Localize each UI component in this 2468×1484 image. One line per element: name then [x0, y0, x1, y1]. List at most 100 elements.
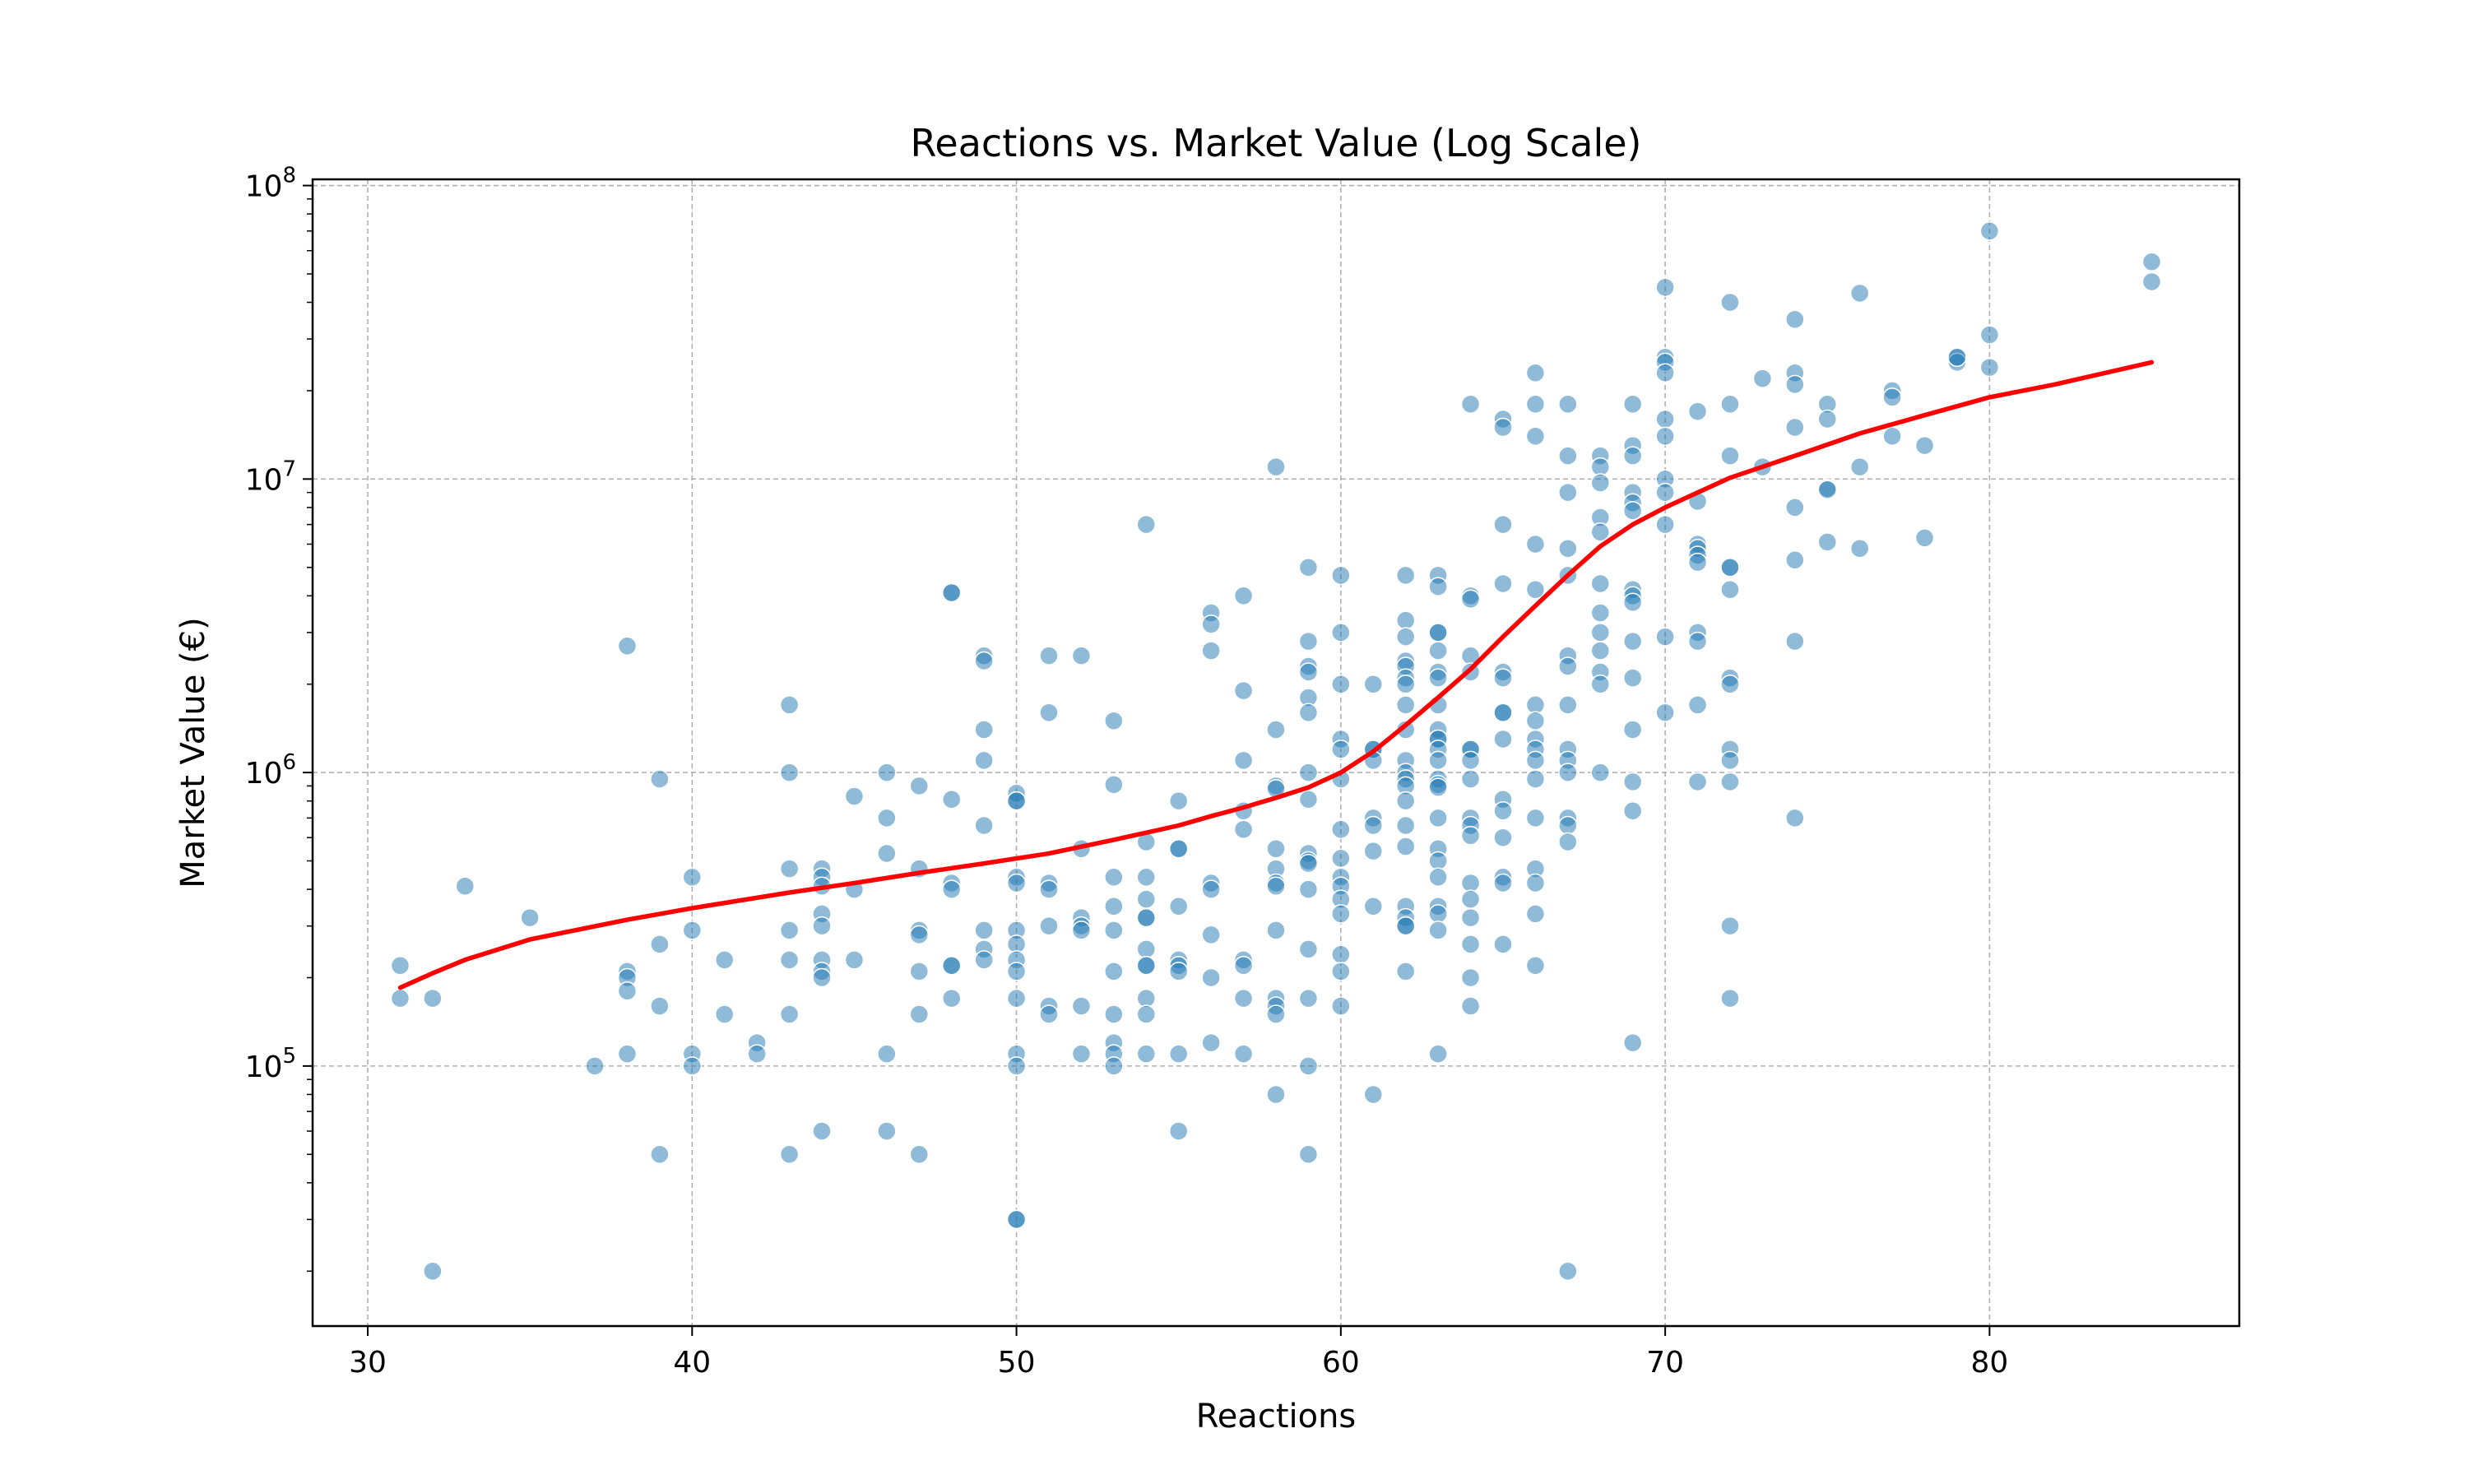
scatter-point [1493, 514, 1513, 535]
scatter-point [1136, 867, 1157, 888]
scatter-point [1979, 357, 2000, 378]
scatter-point [1590, 641, 1611, 661]
scatter-point [1590, 623, 1611, 642]
scatter-point [1558, 482, 1578, 503]
scatter-point [1460, 934, 1481, 954]
scatter-point [1655, 482, 1675, 503]
scatter-point [1233, 680, 1254, 701]
scatter-point [812, 916, 832, 936]
scatter-point [1168, 838, 1189, 859]
scatter-point [1622, 592, 1643, 613]
scatter-point [1428, 623, 1448, 642]
scatter-point [1785, 550, 1805, 570]
scatter-point [1428, 808, 1448, 828]
scatter-point [1104, 711, 1124, 731]
scatter-point [1493, 668, 1513, 688]
scatter-point [1201, 641, 1221, 661]
scatter-point [1525, 534, 1546, 554]
scatter-point [1266, 838, 1286, 859]
scatter-point [682, 867, 703, 888]
y-tick-label: 107 [245, 457, 296, 497]
scatter-point [1039, 646, 1059, 665]
scatter-point [1331, 623, 1351, 642]
scatter-point [1947, 347, 1967, 368]
scatter-point [1525, 579, 1546, 600]
scatter-point [1006, 988, 1027, 1009]
scatter-point [1363, 815, 1384, 836]
scatter-point [1039, 703, 1059, 723]
scatter-point [941, 955, 962, 976]
scatter-point [877, 1121, 897, 1141]
scatter-point [1622, 668, 1643, 688]
scatter-point [2141, 252, 2162, 271]
scatter-point [1720, 579, 1740, 600]
scatter-point [390, 955, 411, 976]
scatter-point [1395, 565, 1416, 586]
y-tick-label: 105 [245, 1044, 296, 1084]
scatter-point [1622, 801, 1643, 821]
scatter-point [1720, 446, 1740, 466]
scatter-point [1168, 962, 1189, 981]
scatter-point [1558, 446, 1578, 466]
scatter-point [1006, 962, 1027, 981]
scatter-point [1395, 674, 1416, 694]
scatter-point [1460, 589, 1481, 609]
scatter-point [1136, 889, 1157, 909]
scatter-point [1493, 729, 1513, 749]
scatter-point [1655, 363, 1675, 383]
scatter-point [1331, 904, 1351, 924]
scatter-point [1298, 631, 1319, 652]
scatter-point [1298, 939, 1319, 959]
scatter-point [779, 1144, 800, 1165]
scatter-point [1136, 939, 1157, 959]
x-tick-label: 30 [349, 1346, 387, 1380]
scatter-point [1590, 674, 1611, 694]
scatter-point [974, 950, 994, 970]
scatter-point [1395, 815, 1416, 836]
scatter-point [1136, 955, 1157, 976]
scatter-point [909, 1004, 930, 1024]
scatter-point [1331, 848, 1351, 869]
y-tick-label: 108 [245, 164, 296, 204]
scatter-point [1525, 808, 1546, 828]
scatter-point [714, 1004, 735, 1024]
chart-title: Reactions vs. Market Value (Log Scale) [911, 121, 1642, 165]
scatter-point [1201, 1032, 1221, 1053]
scatter-point [1071, 1044, 1092, 1064]
scatter-point [877, 763, 897, 782]
scatter-point [1785, 631, 1805, 652]
scatter-point [1168, 1044, 1189, 1064]
scatter-point [714, 950, 735, 970]
scatter-point [779, 950, 800, 970]
scatter-point [1298, 557, 1319, 577]
plot-frame [311, 178, 2241, 1328]
x-tick-label: 80 [1971, 1346, 2009, 1380]
scatter-point [1720, 916, 1740, 936]
scatter-point [974, 651, 994, 671]
scatter-point [1655, 514, 1675, 535]
scatter-point [1687, 401, 1708, 421]
scatter-point [1039, 1004, 1059, 1024]
scatter-point [1071, 646, 1092, 665]
scatter-point [1914, 435, 1935, 456]
scatter-point [1298, 853, 1319, 874]
scatter-point [779, 1004, 800, 1024]
scatter-point [1525, 904, 1546, 924]
scatter-point [520, 907, 540, 928]
scatter-point [1558, 815, 1578, 836]
scatter-point [1720, 772, 1740, 792]
scatter-point [1817, 532, 1838, 552]
scatter-point [1493, 828, 1513, 848]
scatter-point [1558, 832, 1578, 852]
scatter-point [779, 921, 800, 940]
scatter-point [1428, 641, 1448, 661]
scatter-point [1622, 720, 1643, 740]
scatter-point [1882, 387, 1902, 407]
scatter-point [877, 843, 897, 864]
scatter-point [1104, 1004, 1124, 1024]
scatter-point [1720, 394, 1740, 415]
scatter-point [1590, 473, 1611, 493]
scatter-point [1331, 962, 1351, 981]
scatter-point [1168, 1121, 1189, 1141]
